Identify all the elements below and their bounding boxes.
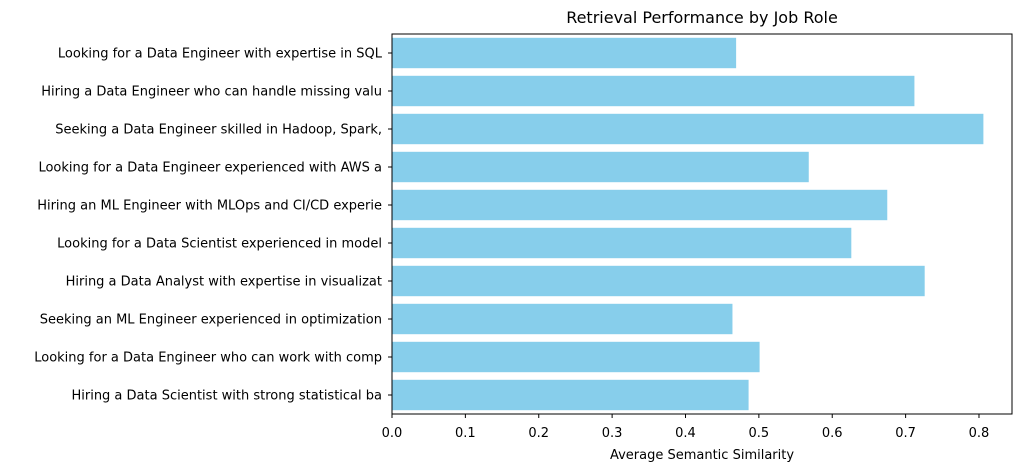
bar — [392, 341, 760, 373]
bar — [392, 227, 852, 259]
category-label: Seeking an ML Engineer experienced in op… — [40, 313, 382, 328]
x-tick-label: 0.0 — [382, 426, 403, 441]
x-axis-ticks: 0.0 0.1 0.2 0.3 0.4 0.5 0.6 0.7 0.8 — [382, 414, 990, 441]
category-label: Looking for a Data Engineer with experti… — [58, 47, 383, 62]
bar — [392, 151, 809, 183]
category-label: Looking for a Data Engineer experienced … — [38, 161, 382, 176]
category-label: Hiring a Data Scientist with strong stat… — [71, 389, 382, 404]
x-tick-label: 0.8 — [969, 426, 990, 441]
category-label: Looking for a Data Engineer who can work… — [34, 351, 382, 366]
bar — [392, 113, 984, 145]
category-label: Seeking a Data Engineer skilled in Hadoo… — [55, 123, 382, 138]
x-tick-label: 0.5 — [749, 426, 770, 441]
x-axis-label: Average Semantic Similarity — [610, 448, 794, 463]
category-label: Hiring a Data Analyst with expertise in … — [66, 275, 382, 290]
bar — [392, 37, 737, 69]
category-label: Hiring a Data Engineer who can handle mi… — [41, 85, 382, 100]
bar — [392, 189, 888, 221]
bar — [392, 265, 925, 297]
plot-frame — [391, 33, 1013, 415]
bar — [392, 75, 915, 107]
bars-group — [392, 37, 984, 411]
bar — [392, 379, 749, 411]
category-label: Hiring an ML Engineer with MLOps and CI/… — [37, 199, 382, 214]
bar — [392, 303, 733, 335]
x-tick-label: 0.7 — [895, 426, 916, 441]
x-tick-label: 0.4 — [675, 426, 696, 441]
x-tick-label: 0.6 — [822, 426, 843, 441]
x-tick-label: 0.2 — [528, 426, 549, 441]
x-tick-label: 0.3 — [602, 426, 623, 441]
chart-title: Retrieval Performance by Job Role — [566, 8, 838, 27]
category-labels: Looking for a Data Engineer with experti… — [34, 47, 392, 404]
x-tick-label: 0.1 — [455, 426, 476, 441]
category-label: Looking for a Data Scientist experienced… — [57, 237, 382, 252]
